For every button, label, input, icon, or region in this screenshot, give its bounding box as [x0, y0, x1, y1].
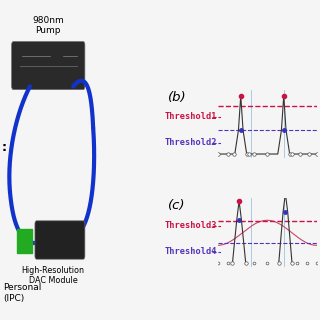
Text: Personal
(IPC): Personal (IPC) [3, 283, 42, 302]
Text: Threshold4: Threshold4 [165, 247, 217, 256]
Text: (c): (c) [168, 199, 186, 212]
FancyBboxPatch shape [35, 221, 85, 259]
Text: 980nm
Pump: 980nm Pump [32, 16, 64, 35]
FancyBboxPatch shape [12, 42, 85, 90]
Text: High-Resolution
DAC Module: High-Resolution DAC Module [22, 266, 85, 285]
Text: Threshold2: Threshold2 [165, 138, 217, 147]
Text: (b): (b) [168, 91, 187, 104]
Text: :: : [2, 141, 7, 154]
Text: Threshold1: Threshold1 [165, 112, 217, 121]
Bar [17, 229, 32, 253]
Text: Threshold3: Threshold3 [165, 221, 217, 230]
